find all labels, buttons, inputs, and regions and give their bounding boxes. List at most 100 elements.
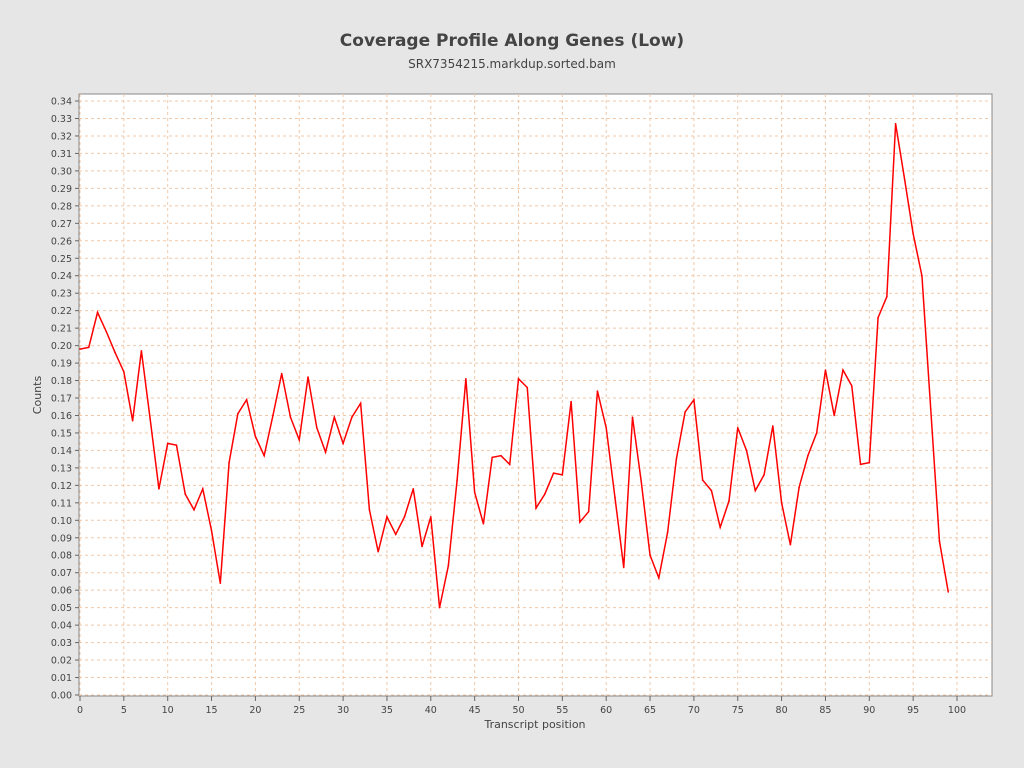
data-point: [298, 439, 301, 441]
coverage-line: [79, 123, 949, 608]
data-point: [342, 442, 344, 445]
data-point: [123, 371, 125, 373]
y-tick-label: 0.06: [51, 586, 72, 597]
data-point: [219, 582, 222, 584]
data-point: [763, 474, 765, 476]
y-tick-label: 0.03: [51, 638, 72, 649]
x-tick-label: 60: [600, 705, 612, 716]
data-point: [929, 407, 932, 410]
data-point: [412, 488, 415, 490]
data-point: [552, 472, 555, 474]
data-point: [175, 444, 178, 446]
data-point: [947, 591, 950, 593]
data-point: [359, 402, 362, 405]
data-point: [482, 522, 485, 525]
data-point: [500, 454, 502, 457]
data-point: [87, 346, 90, 349]
data-point: [280, 372, 283, 375]
data-point: [859, 463, 862, 466]
y-tick-label: 0.02: [51, 656, 72, 667]
data-point: [228, 461, 230, 464]
data-point: [570, 400, 572, 403]
data-point: [368, 509, 371, 511]
y-tick-label: 0.31: [51, 149, 72, 160]
data-point: [640, 481, 643, 483]
data-point: [850, 384, 853, 387]
data-point: [587, 510, 590, 513]
data-point: [465, 377, 467, 380]
data-point: [491, 456, 493, 459]
y-tick-label: 0.33: [51, 114, 72, 125]
data-point: [149, 418, 151, 420]
data-point: [263, 454, 265, 457]
data-point: [912, 232, 914, 235]
y-tick-label: 0.13: [51, 463, 72, 474]
data-point: [456, 479, 458, 481]
data-point: [245, 398, 248, 401]
data-point: [105, 330, 108, 333]
y-tick-label: 0.17: [51, 394, 72, 405]
data-point: [780, 502, 783, 504]
data-point: [535, 507, 537, 509]
data-point: [351, 416, 353, 419]
x-tick-label: 15: [206, 705, 218, 716]
data-point: [886, 295, 888, 298]
data-point: [403, 516, 406, 518]
data-point: [921, 274, 923, 277]
data-point: [614, 496, 616, 499]
data-point: [79, 348, 81, 350]
data-point: [289, 416, 292, 419]
x-tick-label: 0: [77, 705, 83, 716]
data-point: [324, 451, 327, 453]
y-axis-label: Counts: [31, 376, 44, 415]
data-point: [166, 442, 169, 445]
y-tick-label: 0.01: [51, 673, 72, 684]
data-point: [701, 479, 704, 481]
y-tick-label: 0.12: [51, 481, 72, 492]
data-point: [96, 311, 99, 314]
x-tick-label: 100: [948, 705, 966, 716]
data-point: [605, 426, 607, 429]
data-point: [508, 463, 511, 466]
data-point: [254, 435, 257, 438]
data-point: [596, 390, 599, 392]
y-tick-label: 0.15: [51, 428, 72, 439]
y-tick-label: 0.29: [51, 184, 72, 195]
y-tick-label: 0.34: [51, 97, 72, 108]
data-point: [333, 416, 336, 419]
y-tick-label: 0.09: [51, 533, 72, 544]
data-point: [658, 577, 660, 579]
data-point: [272, 414, 274, 417]
x-tick-label: 35: [381, 705, 393, 716]
y-tick-label: 0.11: [51, 498, 72, 509]
y-tick-label: 0.14: [51, 446, 72, 457]
data-point: [719, 526, 722, 529]
data-point: [473, 491, 476, 494]
y-tick-label: 0.16: [51, 411, 72, 422]
chart-title: Coverage Profile Along Genes (Low): [339, 31, 685, 51]
data-point: [315, 426, 318, 429]
data-point: [377, 550, 379, 553]
y-tick-label: 0.05: [51, 603, 72, 614]
y-tick-label: 0.30: [51, 166, 72, 177]
x-tick-label: 5: [121, 705, 127, 716]
x-tick-label: 55: [556, 705, 568, 716]
data-point: [807, 454, 809, 457]
data-point: [210, 529, 213, 532]
x-tick-label: 95: [907, 705, 919, 716]
data-point: [544, 493, 546, 495]
data-point: [736, 426, 739, 429]
data-point: [201, 488, 204, 490]
x-tick-label: 10: [162, 705, 174, 716]
data-point: [903, 177, 906, 179]
data-point: [526, 386, 529, 389]
y-tick-label: 0.08: [51, 551, 72, 562]
data-point: [193, 509, 195, 511]
data-point: [631, 416, 634, 419]
y-tick-label: 0.25: [51, 254, 72, 265]
x-tick-label: 50: [512, 705, 524, 716]
y-tick-label: 0.20: [51, 341, 72, 352]
data-point: [561, 474, 564, 476]
data-point: [237, 412, 239, 415]
